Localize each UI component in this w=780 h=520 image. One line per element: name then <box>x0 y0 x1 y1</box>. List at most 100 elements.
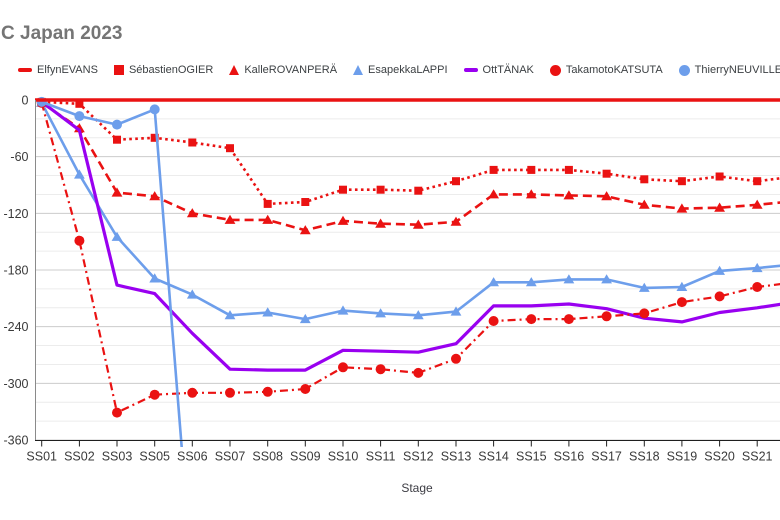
triangle-point <box>714 265 725 275</box>
legend-label: TakamotoKATSUTA <box>565 64 663 76</box>
square-point <box>226 144 234 153</box>
square-marker-icon <box>113 65 124 75</box>
triangle-point <box>186 289 198 299</box>
legend-item-kallerovanper-: KalleROVANPERÄ <box>229 64 337 76</box>
triangle-point <box>751 262 763 273</box>
x-tick-label: SS20 <box>704 450 735 464</box>
triangle-point <box>337 305 349 315</box>
triangle-point <box>676 203 688 213</box>
square-point <box>452 177 460 186</box>
triangle-point <box>412 219 424 229</box>
x-tick-label: SS18 <box>629 450 660 464</box>
triangle-point <box>638 199 650 209</box>
square-point <box>301 198 310 206</box>
square-point <box>640 175 649 184</box>
circle-point <box>714 291 725 302</box>
circle-point <box>451 353 461 364</box>
triangle-point <box>337 215 349 225</box>
triangle-point <box>563 190 575 200</box>
dash-marker-icon <box>18 68 32 72</box>
y-tick-label: -120 <box>3 207 28 221</box>
x-tick-label: SS13 <box>441 450 472 464</box>
square-point <box>602 169 611 178</box>
square-point <box>75 99 84 108</box>
circle-point <box>262 386 273 397</box>
triangle-point <box>111 187 123 197</box>
legend-label: SébastienOGIER <box>128 64 214 76</box>
x-tick-label: SS10 <box>328 450 359 464</box>
chart-title: C Japan 2023 <box>1 23 123 44</box>
circle-point <box>74 235 85 246</box>
y-tick-label: 0 <box>22 94 29 108</box>
x-tick-label: SS15 <box>516 450 547 464</box>
legend-item-esapekkalappi: EsapekkaLAPPI <box>353 64 448 76</box>
legend-item-s-bastienogier: SébastienOGIER <box>113 64 214 76</box>
legend: ElfynEVANS SébastienOGIER KalleROVANPERÄ Es… <box>18 62 780 78</box>
x-tick-label: SS19 <box>667 450 698 464</box>
circle-point <box>187 387 198 398</box>
triangle-point <box>525 189 537 199</box>
triangle-point <box>714 202 725 212</box>
triangle-point <box>299 313 311 324</box>
triangle-point <box>74 169 85 179</box>
circle-point <box>112 119 122 130</box>
circle-point <box>488 316 499 326</box>
series-line <box>41 100 780 206</box>
x-tick-label: SS08 <box>252 450 283 464</box>
triangle-point <box>450 306 462 316</box>
square-point <box>150 133 159 142</box>
triangle-point <box>149 273 161 283</box>
legend-label: OttTÄNAK <box>482 64 534 76</box>
square-point <box>376 185 385 194</box>
square-point <box>564 165 573 174</box>
triangle-point <box>299 225 311 235</box>
circle-point <box>752 282 763 292</box>
x-tick-label: SS14 <box>478 450 509 464</box>
dash-marker-icon <box>463 68 478 72</box>
x-tick-label: SS03 <box>102 450 133 464</box>
triangle-point <box>601 274 612 284</box>
legend-item-takamotokatsuta: TakamotoKATSUTA <box>549 64 663 76</box>
square-point <box>263 199 272 208</box>
y-tick-label: -360 <box>3 434 28 448</box>
series-line <box>40 102 780 414</box>
circle-point <box>676 297 687 308</box>
x-tick-label: SS11 <box>366 450 396 464</box>
circle-marker-icon <box>678 64 690 76</box>
x-tick-label: SS01 <box>26 450 57 464</box>
circle-point <box>338 362 348 373</box>
square-point <box>489 165 498 174</box>
series-line <box>40 101 780 232</box>
triangle-point <box>563 274 575 284</box>
triangle-marker-icon <box>229 65 240 75</box>
series-s-bastienogier <box>37 97 780 208</box>
circle-point <box>639 308 650 319</box>
circle-point <box>526 314 537 325</box>
square-point <box>715 172 724 181</box>
triangle-point <box>375 308 386 318</box>
x-axis-title: Stage <box>401 481 433 495</box>
y-tick-label: -240 <box>3 320 28 334</box>
triangle-point <box>224 214 236 224</box>
y-tick-label: -180 <box>3 264 28 278</box>
legend-item-elfynevans: ElfynEVANS <box>18 64 98 76</box>
series-thierryneuville <box>36 96 183 447</box>
x-tick-label: SS02 <box>64 450 95 464</box>
circle-point <box>563 314 574 325</box>
legend-label: ThierryNEUVILLE <box>694 64 780 76</box>
triangle-point <box>111 231 123 241</box>
triangle-point <box>676 281 688 291</box>
circle-point <box>149 104 160 115</box>
triangle-point <box>262 307 274 317</box>
x-tick-label: SS07 <box>215 450 246 464</box>
circle-point <box>112 407 122 418</box>
triangle-point <box>751 199 763 209</box>
triangle-point <box>601 191 612 201</box>
circle-marker-icon <box>549 64 561 76</box>
legend-item-thierryneuville: ThierryNEUVILLE <box>678 64 780 76</box>
legend-item-ottt-nak: OttTÄNAK <box>463 64 534 76</box>
y-tick-label: -300 <box>3 377 28 391</box>
x-tick-label: SS21 <box>742 450 773 464</box>
